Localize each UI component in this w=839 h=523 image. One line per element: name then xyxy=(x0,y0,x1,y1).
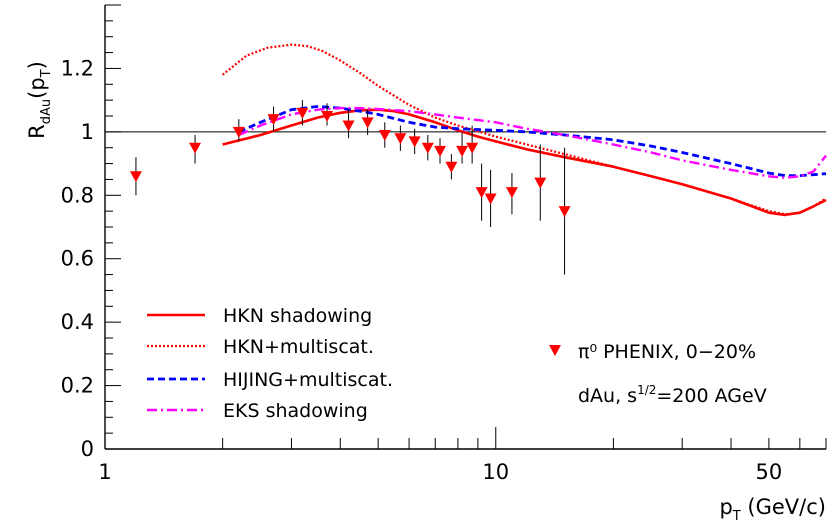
energy-annotation-sup: 1/2 xyxy=(637,383,656,397)
data-point xyxy=(378,130,391,142)
y-axis-title-base: R xyxy=(25,124,49,139)
data-point xyxy=(421,142,434,154)
data-point xyxy=(505,187,518,199)
point-legend-label: π⁰ PHENIX, 0−20% xyxy=(578,341,756,363)
x-tick-label: 10 xyxy=(482,460,509,484)
y-axis-title-sub: dAu xyxy=(39,99,54,124)
y-axis-title-sub2: T xyxy=(39,69,54,78)
data-point xyxy=(361,117,374,129)
data-point xyxy=(445,161,458,173)
x-tick-label: 1 xyxy=(98,460,111,484)
legend-label: HKN shadowing xyxy=(223,305,372,327)
y-tick-label: 0.2 xyxy=(61,374,94,398)
data-point xyxy=(129,171,142,183)
y-tick-label: 1.2 xyxy=(61,56,94,80)
data-point xyxy=(558,206,571,218)
x-axis-title-base: p xyxy=(719,495,732,519)
data-point xyxy=(232,126,245,138)
series-line-hkn-multiscat xyxy=(221,43,827,216)
y-tick-label: 0 xyxy=(81,437,94,461)
energy-annotation: dAu, s1/2=200 AGeV xyxy=(578,383,767,407)
point-legend-marker xyxy=(549,345,561,356)
curve-layer xyxy=(221,43,827,217)
tick-layer: 0 0.2 0.4 0.6 0.8 1 1.2 1 10 50 xyxy=(61,4,827,484)
series-line-hkn-shadowing xyxy=(222,108,827,217)
data-point xyxy=(466,142,479,154)
y-tick-label: 0.6 xyxy=(61,247,94,271)
y-axis-title-close: ) xyxy=(25,61,49,69)
legend-label: EKS shadowing xyxy=(223,400,368,422)
x-axis-title: pT (GeV/c) xyxy=(719,495,826,523)
data-point xyxy=(534,177,547,189)
data-point xyxy=(475,187,488,199)
legend-label: HIJING+multiscat. xyxy=(223,369,393,391)
data-point xyxy=(189,142,202,154)
data-point xyxy=(342,120,355,132)
data-point xyxy=(296,107,309,119)
data-point xyxy=(456,145,469,157)
x-tick-label: 50 xyxy=(756,460,783,484)
energy-annotation-suffix: =200 AGeV xyxy=(656,385,766,407)
y-tick-label: 0.8 xyxy=(61,183,94,207)
data-point xyxy=(321,111,334,122)
legend: HKN shadowing HKN+multiscat. HIJING+multis… xyxy=(147,305,393,422)
data-point xyxy=(484,193,497,205)
series-line-hijing-multiscat xyxy=(238,105,827,177)
legend-label: HKN+multiscat. xyxy=(223,336,374,358)
series-line-eks-shadowing xyxy=(238,106,827,179)
x-axis-title-rest: (GeV/c) xyxy=(741,495,826,519)
y-tick-label: 1 xyxy=(81,120,94,144)
data-point-layer xyxy=(129,100,571,275)
x-axis-title-sub: T xyxy=(732,509,741,523)
data-point xyxy=(267,114,280,126)
data-point xyxy=(408,136,421,148)
point-legend: π⁰ PHENIX, 0−20% xyxy=(549,341,756,363)
data-point xyxy=(394,133,407,145)
y-tick-label: 0.4 xyxy=(61,310,94,334)
data-point xyxy=(434,145,447,157)
y-axis-title: RdAu(pT) xyxy=(25,61,54,139)
y-axis-title-open: (p xyxy=(25,77,49,99)
energy-annotation-prefix: dAu, s xyxy=(578,385,637,407)
